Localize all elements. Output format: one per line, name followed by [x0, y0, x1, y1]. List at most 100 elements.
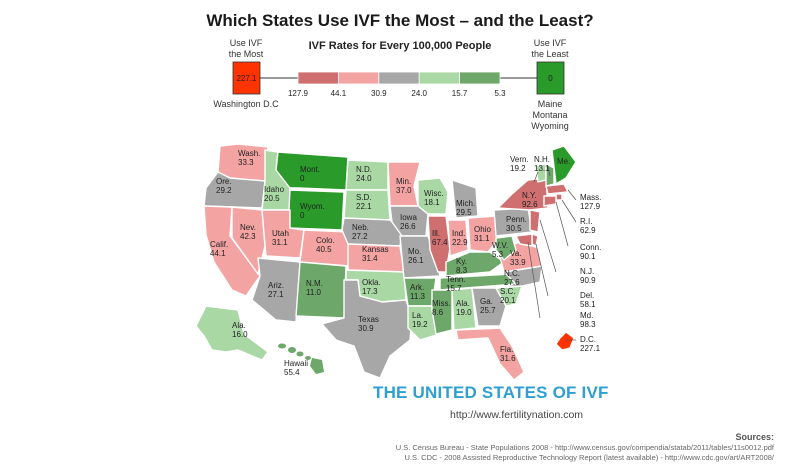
state-ala — [451, 287, 477, 331]
least-box — [536, 61, 565, 95]
state-label: Vern. 19.2 — [510, 155, 529, 173]
scale-segment — [418, 71, 461, 85]
brand-title: THE UNITED STATES OF IVF — [373, 383, 609, 402]
state-label: Ill. 67.4 — [432, 229, 448, 247]
scale-segment — [378, 71, 420, 85]
state-label: Mo. 26.1 — [408, 247, 424, 265]
leader-lines — [527, 165, 577, 341]
scale-tick-label: 44.1 — [331, 89, 347, 98]
state-label: S.C. 20.1 — [500, 287, 516, 305]
state-label: Md. 98.3 — [580, 311, 596, 329]
state-label: S.D. 22.1 — [356, 193, 372, 211]
least-place-3: Wyoming — [531, 121, 569, 131]
state-label: Mass. 127.9 — [580, 193, 601, 211]
state-label: Colo. 40.5 — [316, 236, 335, 254]
state-mass — [545, 183, 569, 195]
state-minn — [387, 161, 421, 207]
state-label: Ala. 16.0 — [232, 321, 248, 339]
state-conn — [543, 195, 557, 207]
state-label: W.V. 5.3 — [492, 241, 508, 259]
state-label: Ore. 29.2 — [216, 177, 232, 195]
state-label: Idaho 20.5 — [264, 185, 285, 203]
state-hawaii — [278, 343, 324, 374]
state-label: Texas 30.9 — [358, 315, 379, 333]
most-label-line2: the Most — [228, 49, 264, 59]
state-label: Wash. 33.3 — [238, 149, 260, 167]
state-ohio — [467, 215, 499, 253]
most-place: Washington D.C — [213, 99, 279, 109]
scale-segment — [337, 71, 380, 85]
scale-tick-label: 15.7 — [452, 89, 468, 98]
scale-segment — [297, 71, 339, 85]
least-label-line2: the Least — [531, 49, 569, 59]
state-label: N.Y. 92.6 — [522, 191, 538, 209]
state-label: R.I. 62.9 — [580, 217, 596, 235]
state-label: Mich. 29.5 — [456, 199, 475, 217]
state-label: Va. 33.9 — [510, 249, 526, 267]
scale-tick-label: 30.9 — [371, 89, 387, 98]
legend-title: IVF Rates for Every 100,000 People — [308, 40, 492, 52]
color-scale — [297, 71, 501, 85]
state-del — [531, 233, 539, 247]
state-wisc — [417, 177, 449, 215]
state-label: Calif. 44.1 — [210, 240, 228, 258]
state-ri — [555, 193, 563, 201]
source-2: U.S. CDC - 2008 Assisted Reproductive Te… — [404, 453, 774, 462]
state-label: Conn. 90.1 — [580, 243, 601, 261]
state-label: Nev. 42.3 — [240, 223, 256, 241]
state-label: Ala. 19.0 — [456, 299, 472, 317]
state-mont — [275, 151, 349, 191]
least-box-value: 0 — [548, 74, 553, 83]
state-nm — [295, 261, 347, 319]
source-1: U.S. Census Bureau - State Populations 2… — [395, 443, 774, 452]
state-label: Mont. 0 — [300, 165, 320, 183]
state-label: Fla. 31.6 — [500, 345, 516, 363]
state-label: Ark. 11.3 — [410, 283, 426, 301]
state-dc — [555, 331, 575, 351]
state-label: Ga. 25.7 — [480, 297, 496, 315]
state-label: Miss. 8.6 — [432, 299, 451, 317]
state-maine — [551, 145, 577, 185]
state-label: Ariz. 27.1 — [268, 281, 284, 299]
state-label: Ohio 31.1 — [474, 225, 491, 243]
state-alaska — [195, 305, 269, 361]
state-label: N.M. 11.0 — [306, 279, 323, 297]
state-label: N.D. 24.0 — [356, 165, 372, 183]
page-title: Which States Use IVF the Most – and the … — [206, 11, 594, 30]
state-label: Kansas 31.4 — [362, 245, 389, 263]
state-nj — [529, 209, 541, 233]
least-label-line1: Use IVF — [533, 38, 567, 48]
scale-tick-label: 5.3 — [494, 89, 506, 98]
state-label: D.C. 227.1 — [580, 335, 601, 353]
least-places: Maine Montana Wyoming — [518, 99, 582, 132]
state-wv — [495, 235, 517, 261]
state-label: N.J. 90.9 — [580, 267, 596, 285]
state-label: N.C. 27.6 — [504, 269, 520, 287]
state-label: Min. 37.0 — [396, 177, 412, 195]
state-label: Okla. 17.3 — [362, 278, 381, 296]
sources-title: Sources: — [735, 432, 774, 442]
state-label: N.H. 13.1 — [534, 155, 550, 173]
state-fla — [455, 327, 525, 381]
state-label: Iowa 26.6 — [400, 213, 417, 231]
least-place-1: Maine — [537, 99, 563, 109]
most-label: Use IVF the Most — [218, 38, 274, 60]
state-mich — [451, 179, 479, 219]
scale-tick-label: 127.9 — [288, 89, 309, 98]
least-place-2: Montana — [532, 110, 568, 120]
scale-tick-label: 24.0 — [411, 89, 427, 98]
state-label: Me. — [557, 157, 570, 166]
state-label: Utah 31.1 — [272, 229, 289, 247]
state-ind — [447, 219, 469, 257]
scale-segment — [459, 71, 501, 85]
state-label: La. 19.2 — [412, 311, 428, 329]
site-url[interactable]: http://www.fertilitynation.com — [450, 409, 584, 421]
state-label: Ind. 22.9 — [452, 229, 468, 247]
state-label: Penn. 30.5 — [506, 215, 527, 233]
state-label: Wyom. 0 — [300, 202, 325, 220]
most-label-line1: Use IVF — [229, 38, 263, 48]
state-texas — [321, 279, 413, 379]
state-label: Ky. 8.3 — [456, 257, 468, 275]
